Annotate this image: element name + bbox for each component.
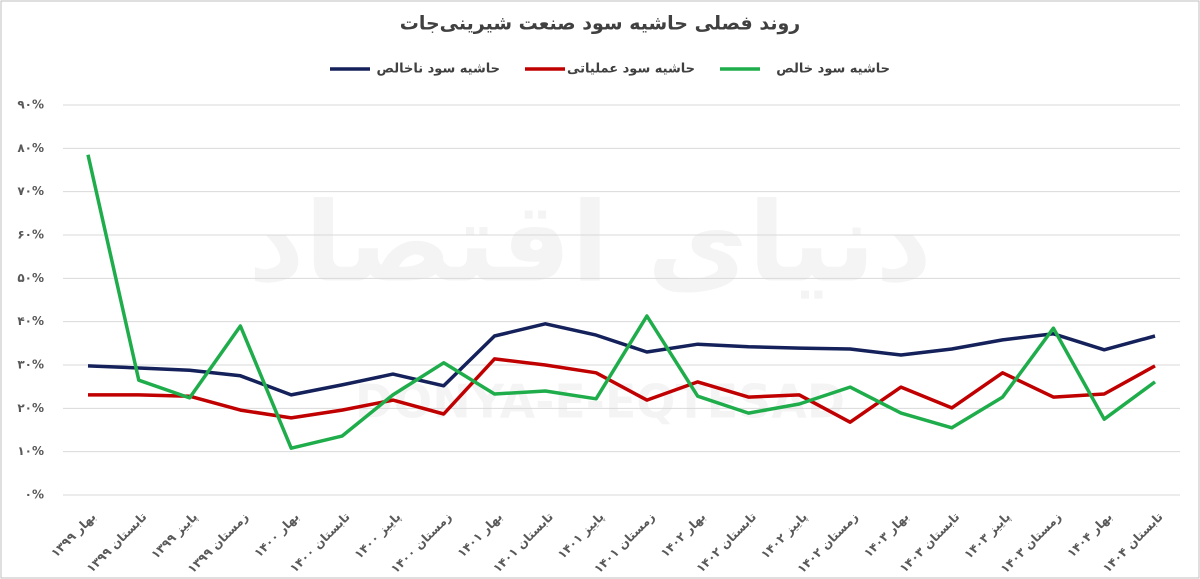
watermark: دنیای اقتصاد [248, 178, 932, 306]
chart-title: روند فصلی حاشیه سود صنعت شیرینی‌جات [400, 13, 800, 35]
legend-label: حاشیه سود خالص [776, 62, 890, 77]
series-line [86, 154, 1157, 450]
y-tick-label: ۴۰% [17, 314, 44, 328]
y-tick-label: ۷۰% [17, 184, 44, 198]
legend-label: حاشیه سود عملیاتی [567, 62, 695, 77]
y-tick-label: ۱۰% [17, 444, 44, 458]
y-tick-label: ۲۰% [17, 401, 44, 415]
legend-label: حاشیه سود ناخالص [376, 62, 500, 77]
y-tick-label: ۹۰% [17, 98, 44, 112]
y-tick-label: ۸۰% [17, 141, 44, 155]
y-tick-label: ۳۰% [17, 358, 44, 372]
y-tick-label: ۶۰% [17, 228, 44, 242]
y-tick-label: ۰% [25, 488, 44, 502]
series-line [88, 357, 1156, 424]
y-tick-label: ۵۰% [17, 271, 44, 285]
